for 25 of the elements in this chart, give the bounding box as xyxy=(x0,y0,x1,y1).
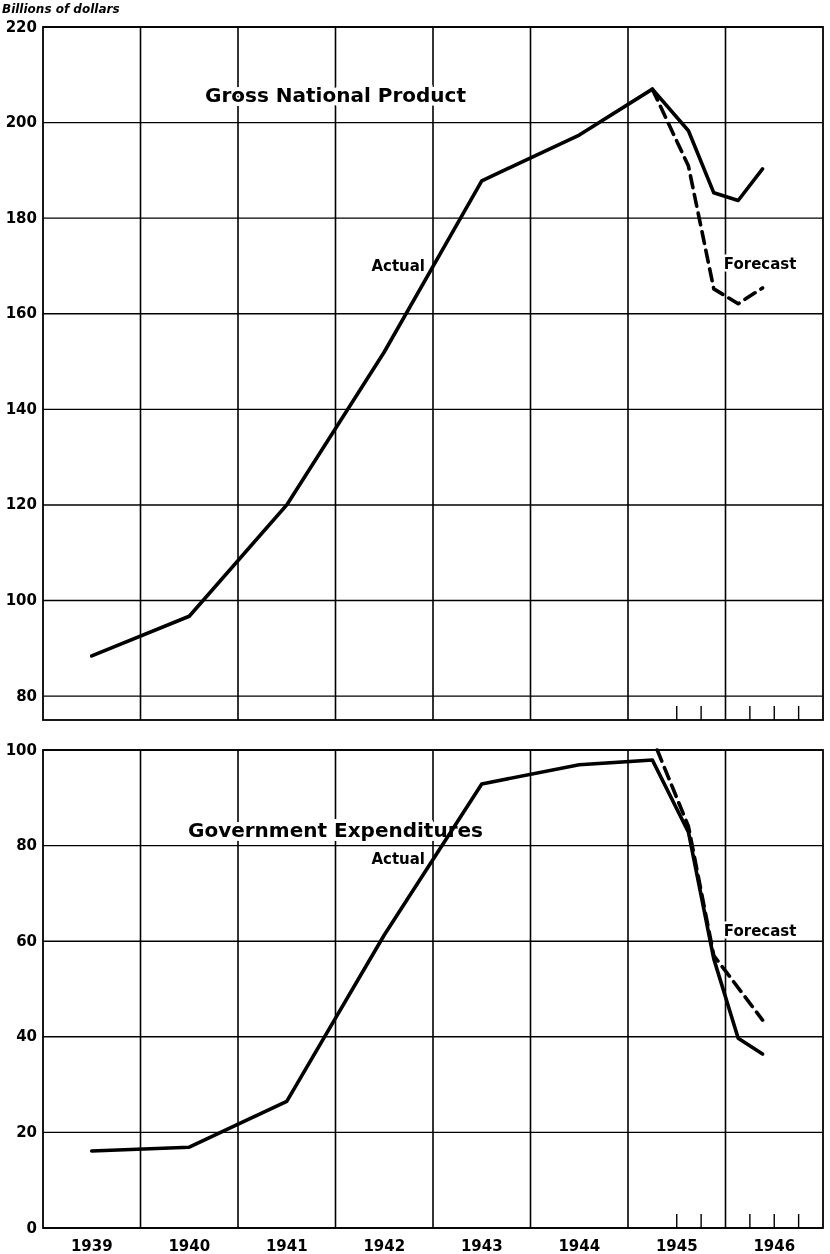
y-tick-label: 100 xyxy=(5,591,37,610)
x-tick-label: 1939 xyxy=(70,1236,113,1254)
y-tick-label: 220 xyxy=(5,17,37,36)
y-tick-label: 160 xyxy=(5,304,37,323)
y-tick-label: 40 xyxy=(16,1027,37,1046)
y-tick-label: 80 xyxy=(16,686,37,705)
x-tick-label: 1943 xyxy=(460,1236,503,1254)
y-tick-label: 100 xyxy=(5,740,37,759)
series-label: Actual xyxy=(371,849,425,868)
x-tick-label: 1940 xyxy=(168,1236,211,1254)
y-tick-label: 80 xyxy=(16,836,37,855)
y-tick-label: 200 xyxy=(5,113,37,132)
x-tick-label: 1942 xyxy=(363,1236,406,1254)
series-label: Actual xyxy=(371,256,425,275)
x-tick-label: 1941 xyxy=(265,1236,308,1254)
y-tick-label: 180 xyxy=(5,208,37,227)
x-tick-label: 1945 xyxy=(655,1236,698,1254)
y-axis-title: Billions of dollars xyxy=(2,2,120,16)
y-tick-label: 20 xyxy=(16,1122,37,1141)
y-tick-label: 60 xyxy=(16,931,37,950)
x-tick-label: 1946 xyxy=(753,1236,796,1254)
y-tick-label: 140 xyxy=(5,399,37,418)
x-tick-label: 1944 xyxy=(558,1236,601,1254)
y-tick-label: 120 xyxy=(5,495,37,514)
y-tick-label: 0 xyxy=(26,1218,37,1237)
